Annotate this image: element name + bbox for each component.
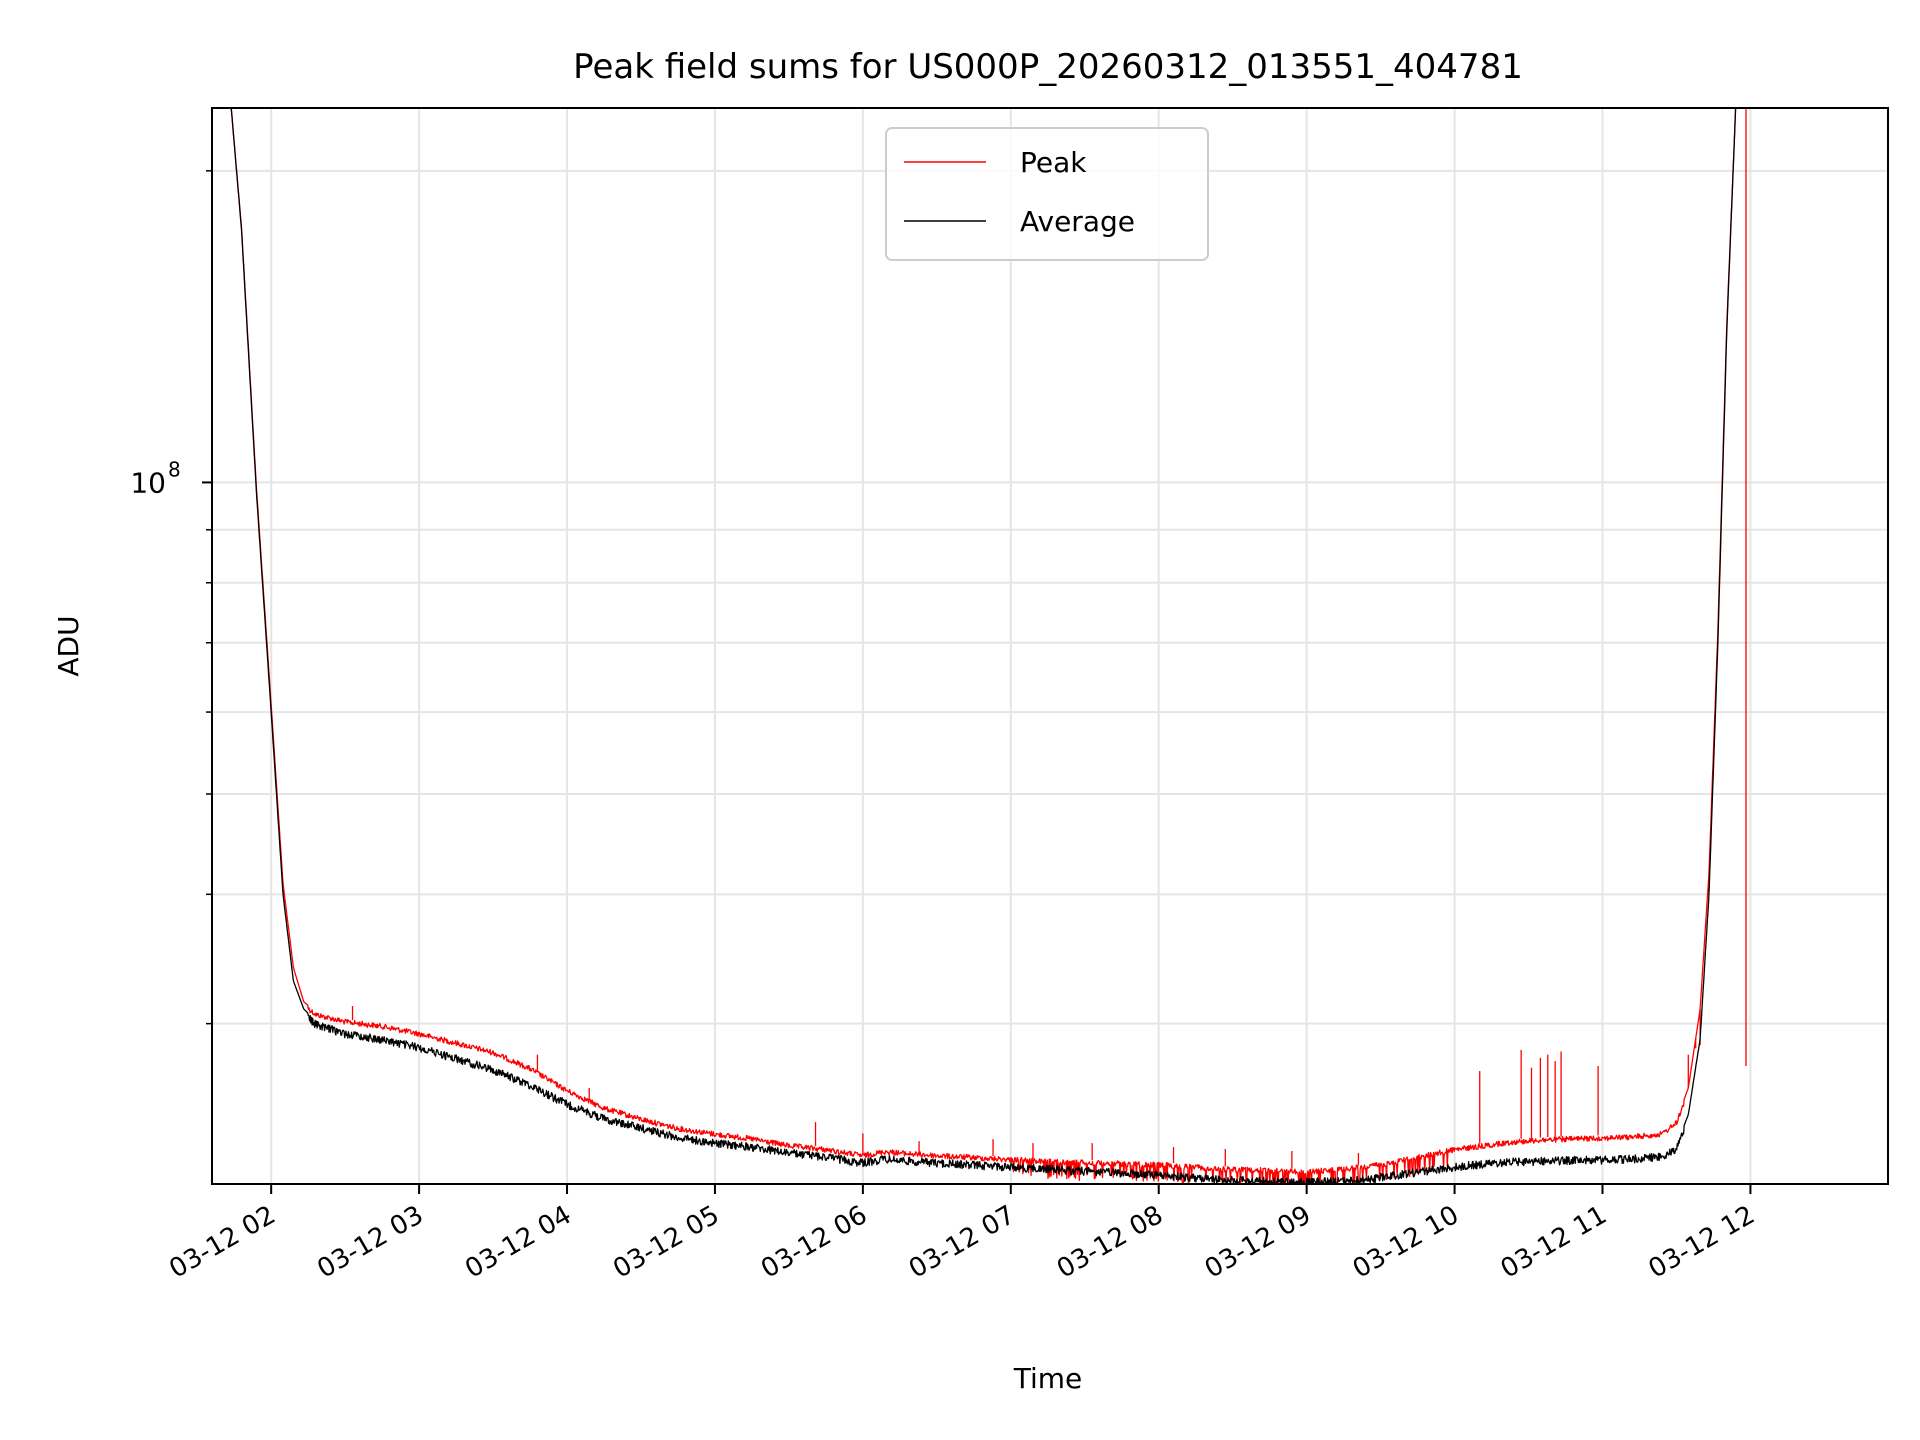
legend: Peak Average [885,127,1209,261]
series-line-average [230,108,1737,1184]
plot-frame [211,107,1889,1185]
y-tick-label-exponent: 8 [168,457,181,481]
legend-average-label: Average [1020,205,1135,238]
legend-box [885,127,1209,261]
y-tick-label-base: 10 [130,466,166,499]
series-layer [230,108,1747,1184]
y-axis-label: ADU [52,615,85,676]
legend-peak-label: Peak [1020,146,1087,179]
series-line-peak [230,108,1737,1184]
y-axis: 10 8 [130,170,212,1025]
x-axis-label: Time [1013,1362,1083,1395]
chart-title: Peak field sums for US000P_20260312_0135… [573,47,1523,87]
grid [212,108,1888,1184]
